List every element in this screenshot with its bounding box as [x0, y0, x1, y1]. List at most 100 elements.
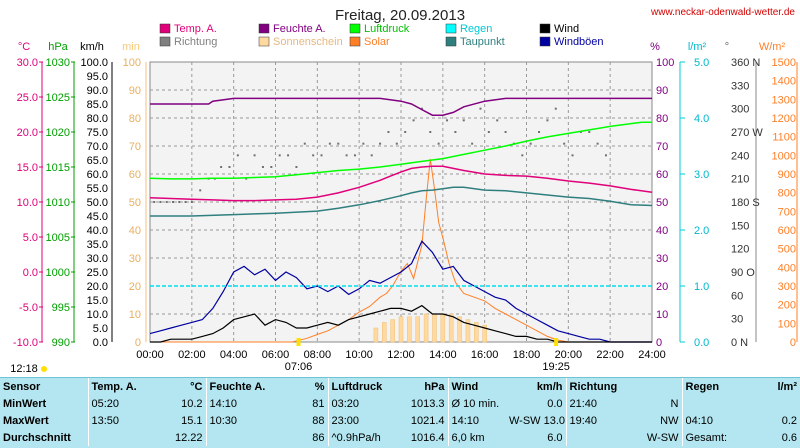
- sunshine-tick-label: 30: [129, 253, 141, 265]
- wind-number: 0.0: [547, 397, 563, 410]
- humidity-tick-label: 90: [656, 85, 668, 97]
- rain-tick-label: 5.0: [694, 57, 709, 69]
- direction-dot: [546, 119, 549, 122]
- header-temp: Temp. A.: [87, 378, 156, 395]
- direction-dot: [604, 154, 607, 157]
- hum-time: [205, 429, 268, 446]
- temp-value: 12.22: [174, 431, 203, 444]
- humidity-tick-label: 0: [656, 337, 662, 349]
- temp-tick-label: 20.0: [17, 127, 38, 139]
- header-hum-unit: %: [314, 380, 325, 393]
- wind-tick-label: 10.0: [87, 309, 108, 321]
- temp-tick-label: 10.0: [17, 197, 38, 209]
- left-time-label: 12:18: [10, 363, 38, 375]
- sunshine-bar: [482, 324, 487, 343]
- direction-dot: [479, 107, 482, 110]
- hum-value: 81: [312, 397, 325, 410]
- x-tick-label: 14:00: [429, 349, 457, 361]
- pressure-tick-label: 1020: [46, 127, 70, 139]
- temp-time: [87, 429, 156, 446]
- taupunkt-line: [150, 186, 653, 217]
- direction-dot: [312, 154, 315, 157]
- x-tick-label: 00:00: [136, 349, 164, 361]
- sunshine-bar: [415, 316, 420, 343]
- direction-dot: [228, 166, 231, 168]
- sunrise-sun-marker: [296, 338, 301, 346]
- hum-time: 10:30: [205, 412, 268, 429]
- legend-label: Solar: [364, 36, 390, 48]
- direction-tick-label: 360 N: [731, 57, 760, 69]
- solar-tick-label: 1400: [772, 76, 796, 88]
- rain-time: Gesamt:: [681, 429, 752, 446]
- site-link[interactable]: www.neckar-odenwald-wetter.de: [650, 7, 795, 18]
- row-label: MinWert: [3, 397, 47, 410]
- wind-tick-label: 70.0: [87, 141, 108, 153]
- wind-tick-label: 75.0: [87, 127, 108, 139]
- stats-row-avg: Durchschnitt 12.22 86 ^0.9hPa/h 1016.4 6…: [0, 429, 800, 446]
- direction-dot: [412, 119, 415, 122]
- solar-tick-label: 600: [778, 225, 796, 237]
- solar-tick-label: 900: [778, 169, 796, 181]
- wind-value: 0.0: [506, 395, 566, 412]
- legend-label: Taupunkt: [460, 36, 505, 48]
- sunshine-bar: [407, 316, 412, 343]
- x-axis: 00:00 02:00 04:00 06:00 08:00 10:00 12:00 14:00…: [10, 338, 666, 375]
- sunshine-bar: [432, 313, 437, 343]
- sunrise-time-label: 07:06: [285, 361, 313, 373]
- wind-number: 13.0: [543, 414, 566, 427]
- pressure-tick-label: 1030: [46, 57, 70, 69]
- wind-label: 6,0 km: [447, 429, 506, 446]
- direction-dot: [320, 154, 323, 157]
- rain-value: [752, 395, 800, 412]
- direction-tick-label: 90 O: [731, 267, 755, 279]
- dir-time: [565, 429, 632, 446]
- rain-tick-label: 2.0: [694, 225, 709, 237]
- axis-unit-label: km/h: [80, 41, 104, 53]
- direction-dot: [395, 142, 398, 145]
- direction-dot: [521, 154, 524, 157]
- temp-time: 05:20: [87, 395, 156, 412]
- temp-tick-label: 15.0: [17, 162, 38, 174]
- wind-tick-label: 55.0: [87, 183, 108, 195]
- rain-value: 0.2: [781, 414, 797, 427]
- wind-tick-label: 50.0: [87, 197, 108, 209]
- wind-dir: W-SW: [509, 414, 541, 427]
- pressure-tick-label: 1015: [46, 162, 70, 174]
- direction-dot: [370, 154, 373, 157]
- rain-time: [681, 395, 752, 412]
- sunshine-tick-label: 70: [129, 141, 141, 153]
- direction-dot: [261, 166, 264, 168]
- pressure-tick-label: 1025: [46, 92, 70, 104]
- press-value: 1016.4: [410, 431, 445, 444]
- dir-value: W-SW: [646, 431, 679, 444]
- feuchte-a-line: [150, 97, 652, 116]
- direction-dot: [446, 119, 449, 122]
- sunset-sun-marker: [554, 338, 559, 346]
- direction-dot: [563, 142, 566, 145]
- stats-table: Sensor Temp. A. °C Feuchte A. % Luftdruc…: [0, 378, 800, 446]
- wind-value: W-SW 13.0: [506, 412, 566, 429]
- legend-swatch: [258, 36, 270, 47]
- temp-time: 13:50: [87, 412, 156, 429]
- wind-tick-label: 30.0: [87, 253, 108, 265]
- temp-tick-label: 5.0: [23, 232, 38, 244]
- solar-tick-label: 700: [778, 206, 796, 218]
- temp-tick-label: 25.0: [17, 92, 38, 104]
- legend-label: Windböen: [554, 36, 604, 48]
- direction-tick-label: 300: [731, 104, 749, 116]
- dir-time: 19:40: [565, 412, 632, 429]
- solar-tick-label: 1100: [772, 132, 796, 144]
- wind-line: [150, 304, 652, 343]
- header-temp-unit: °C: [190, 380, 203, 393]
- stats-row-max: MaxWert 13:50 15.1 10:30 88 23:00 1021.4…: [0, 412, 800, 429]
- rain-value: 0.6: [781, 431, 797, 444]
- sunshine-tick-label: 40: [129, 225, 141, 237]
- chart-title: Freitag, 20.09.2013: [335, 7, 465, 24]
- direction-tick-label: 210: [731, 174, 749, 186]
- direction-dot: [429, 131, 432, 133]
- direction-dot: [153, 201, 156, 203]
- solar-tick-label: 300: [778, 281, 796, 293]
- x-tick-label: 08:00: [304, 349, 332, 361]
- humidity-tick-label: 20: [656, 281, 668, 293]
- humidity-tick-label: 30: [656, 253, 668, 265]
